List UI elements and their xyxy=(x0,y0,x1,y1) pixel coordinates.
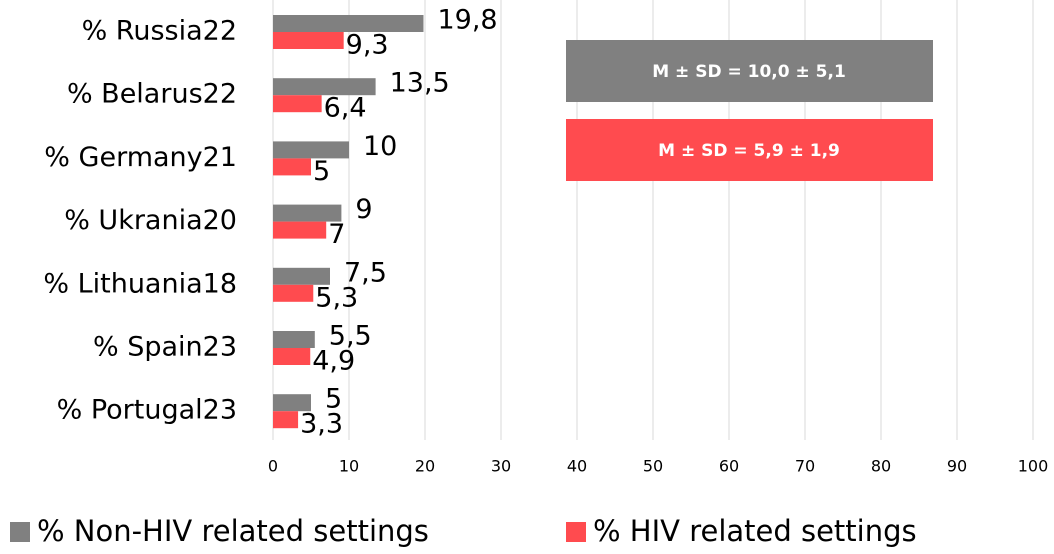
value-label: 9 xyxy=(355,194,372,225)
bar xyxy=(273,284,314,302)
bar xyxy=(273,32,344,49)
bar xyxy=(273,348,311,365)
bar xyxy=(273,95,322,113)
value-label: 9,3 xyxy=(346,30,389,61)
category-label: % Belarus22 xyxy=(67,79,237,110)
category-label: % Spain23 xyxy=(93,332,237,363)
category-label: % Lithuania18 xyxy=(43,268,237,299)
bar xyxy=(273,158,311,176)
bar xyxy=(273,141,349,159)
annotation-text: M ± SD = 5,9 ± 1,9 xyxy=(658,141,840,161)
bar xyxy=(273,15,424,32)
category-label: % Ukrania20 xyxy=(64,205,237,236)
legend-label: % Non-HIV related settings xyxy=(37,514,429,548)
value-label: 10 xyxy=(363,131,397,162)
value-label: 5 xyxy=(325,384,342,415)
x-tick-label: 100 xyxy=(1018,457,1049,476)
x-tick-label: 20 xyxy=(415,457,435,476)
legend-swatch xyxy=(10,522,30,542)
bar xyxy=(273,394,311,412)
bar xyxy=(273,331,315,348)
value-label: 7 xyxy=(328,219,345,250)
x-tick-label: 70 xyxy=(795,457,815,476)
x-tick-label: 0 xyxy=(268,457,278,476)
value-label: 5 xyxy=(313,156,330,187)
category-label: % Germany21 xyxy=(44,142,237,173)
x-tick-label: 40 xyxy=(567,457,587,476)
annotation-box xyxy=(566,119,933,181)
value-label: 3,3 xyxy=(300,409,343,440)
bar xyxy=(273,411,299,429)
bar xyxy=(273,221,327,239)
bar xyxy=(273,267,330,285)
value-label: 13,5 xyxy=(390,68,450,99)
x-tick-label: 50 xyxy=(643,457,663,476)
x-tick-label: 30 xyxy=(491,457,511,476)
legend-label: % HIV related settings xyxy=(593,514,917,548)
x-tick-label: 80 xyxy=(871,457,891,476)
value-label: 5,5 xyxy=(329,321,372,352)
value-label: 4,9 xyxy=(312,346,355,377)
x-tick-label: 10 xyxy=(339,457,359,476)
annotation-text: M ± SD = 10,0 ± 5,1 xyxy=(652,62,846,82)
x-tick-label: 90 xyxy=(947,457,967,476)
x-tick-label: 60 xyxy=(719,457,739,476)
value-label: 5,3 xyxy=(315,282,358,313)
category-label: % Russia22 xyxy=(82,16,237,47)
legend-swatch xyxy=(566,522,586,542)
value-label: 6,4 xyxy=(324,93,367,124)
bar xyxy=(273,78,376,96)
category-label: % Portugal23 xyxy=(57,395,237,426)
value-label: 7,5 xyxy=(344,257,387,288)
value-label: 19,8 xyxy=(437,5,497,36)
bar xyxy=(273,204,342,222)
annotation-box xyxy=(566,40,933,102)
